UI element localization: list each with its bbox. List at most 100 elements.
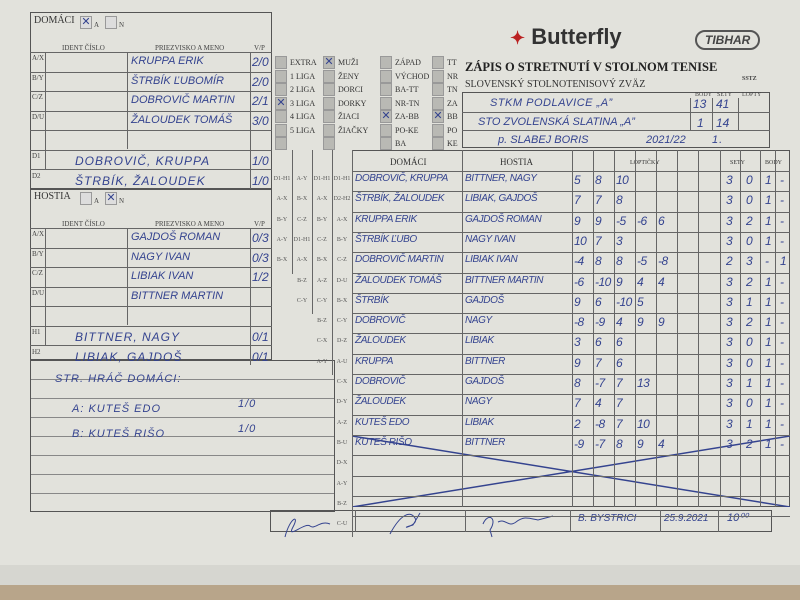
category-checkbox-districts[interactable]	[432, 137, 444, 150]
player-slot: D/U	[32, 288, 45, 297]
player-record: 1/2	[252, 270, 269, 284]
match-away-player: GAJDOŠ ROMAN	[465, 213, 542, 225]
match-points: 1	[765, 416, 772, 431]
away-option-a-checkbox[interactable]	[80, 192, 92, 205]
matches-header-home: DOMÁCI	[390, 157, 427, 167]
away-option-n-checkbox[interactable]: ✕	[105, 192, 117, 205]
order-code: B-Z	[297, 277, 307, 284]
category-checkbox-regions[interactable]: ✕	[380, 110, 392, 123]
row-line	[352, 272, 790, 274]
col-line	[355, 510, 356, 532]
category-checkbox-districts[interactable]	[432, 69, 444, 83]
match-sets: 3	[726, 213, 733, 228]
order-code: A-Y	[316, 358, 328, 365]
category-checkbox-leagues[interactable]: ✕	[275, 96, 287, 110]
notes-box	[30, 360, 335, 512]
category-checkbox-regions[interactable]	[380, 69, 392, 83]
order-code: A-Y	[276, 236, 288, 243]
category-checkbox-districts[interactable]: ✕	[432, 110, 444, 123]
match-away-player: NAGY	[465, 396, 492, 408]
category-checkbox-regions[interactable]	[380, 56, 392, 69]
away-header-name: PRIEZVISKO A MENO	[155, 220, 225, 228]
form-title: ZÁPIS O STRETNUTÍ V STOLNOM TENISE	[465, 60, 718, 74]
order-code: A-X	[336, 216, 348, 223]
match-home-player: ŽALOUDEK	[355, 335, 406, 347]
row-line	[352, 414, 790, 416]
order-code: D1-H1	[313, 176, 331, 182]
row-line	[352, 252, 790, 254]
row-line	[30, 130, 272, 131]
butterfly-logo: ✦ Butterfly	[510, 24, 622, 49]
row-line	[30, 52, 272, 53]
match-away-player: BITTNER	[465, 355, 505, 367]
match-sets: 3	[726, 396, 733, 411]
match-sets: 2	[746, 315, 753, 330]
category-checkbox-regions[interactable]	[380, 137, 392, 150]
category-checkbox-leagues[interactable]	[275, 83, 287, 96]
col-line	[775, 150, 776, 507]
match-points: 1	[765, 193, 772, 208]
category-checkbox-leagues[interactable]	[275, 110, 287, 123]
match-set-score: -7	[595, 376, 605, 390]
order-code: B-X	[316, 257, 328, 264]
home-option-n-checkbox[interactable]	[105, 16, 117, 29]
col-line	[462, 150, 463, 507]
match-set-score: 7	[616, 376, 623, 390]
order-code: B-Z	[317, 318, 327, 325]
match-sets: 3	[726, 376, 733, 390]
match-set-score: -10	[616, 294, 632, 309]
paper-edge	[0, 565, 800, 585]
home-option-a-label: A	[94, 21, 100, 29]
category-checkbox-districts[interactable]	[432, 83, 444, 96]
category-checkbox-leagues[interactable]	[275, 69, 287, 83]
match-set-score: 9	[574, 355, 581, 370]
category-checkbox-regions[interactable]	[380, 83, 392, 96]
row-line	[352, 333, 790, 335]
col-line	[45, 52, 46, 169]
player-slot: B/Y	[32, 73, 44, 82]
category-checkbox-groups[interactable]	[323, 96, 335, 110]
match-date: 25.9.2021	[664, 513, 709, 524]
category-checkbox-leagues[interactable]	[275, 123, 287, 137]
order-code: A-Z	[317, 277, 327, 284]
tibhar-logo: TIBHAR	[695, 30, 761, 50]
home-header-vp: V/P	[254, 44, 265, 52]
row-line	[462, 130, 770, 131]
order-code: D2-H2	[333, 196, 351, 203]
category-checkbox-leagues[interactable]	[275, 56, 287, 69]
category-checkbox-districts[interactable]	[432, 56, 444, 69]
category-checkbox-groups[interactable]	[323, 83, 335, 96]
category-checkbox-groups[interactable]	[323, 110, 335, 123]
home-option-a-checkbox[interactable]: ✕	[80, 16, 92, 29]
doubles-names: ŠTRBÍK, ŽALOUDEK	[75, 173, 206, 188]
category-checkbox-regions[interactable]	[380, 123, 392, 137]
order-code: B-X	[276, 257, 288, 264]
category-checkbox-districts[interactable]	[432, 96, 444, 110]
home-team-body: 13	[693, 97, 707, 111]
category-checkbox-leagues[interactable]	[275, 137, 287, 150]
player-record: 2/0	[252, 55, 269, 69]
row-line	[352, 171, 790, 172]
home-team-name: STKM PODLAVICE „A”	[490, 97, 613, 109]
category-checkbox-groups[interactable]: ✕	[323, 56, 335, 69]
category-label: TN	[447, 85, 458, 94]
match-set-score: 10	[574, 233, 587, 248]
season: 2021/22	[646, 134, 686, 146]
match-sets: 3	[726, 355, 733, 370]
match-set-score: -8	[595, 416, 605, 431]
match-home-player: ŠTRBÍK ĽUBO	[355, 233, 417, 245]
match-sets: 2	[746, 436, 753, 451]
category-checkbox-groups[interactable]	[323, 123, 335, 137]
category-checkbox-regions[interactable]	[380, 96, 392, 110]
category-checkbox-groups[interactable]	[323, 137, 335, 150]
doubles-names: DOBROVIČ, KRUPPA	[75, 154, 211, 168]
category-checkbox-districts[interactable]	[432, 123, 444, 137]
order-code: C-Y	[316, 297, 328, 304]
category-checkbox-groups[interactable]	[323, 69, 335, 83]
category-label: 4 LIGA	[290, 112, 316, 121]
col-line	[740, 150, 741, 507]
player-name: NAGY IVAN	[131, 250, 191, 263]
match-home-player: DOBROVIČ	[355, 315, 406, 327]
category-label: ZA-BB	[395, 112, 419, 121]
player-record: 0/3	[252, 250, 269, 265]
